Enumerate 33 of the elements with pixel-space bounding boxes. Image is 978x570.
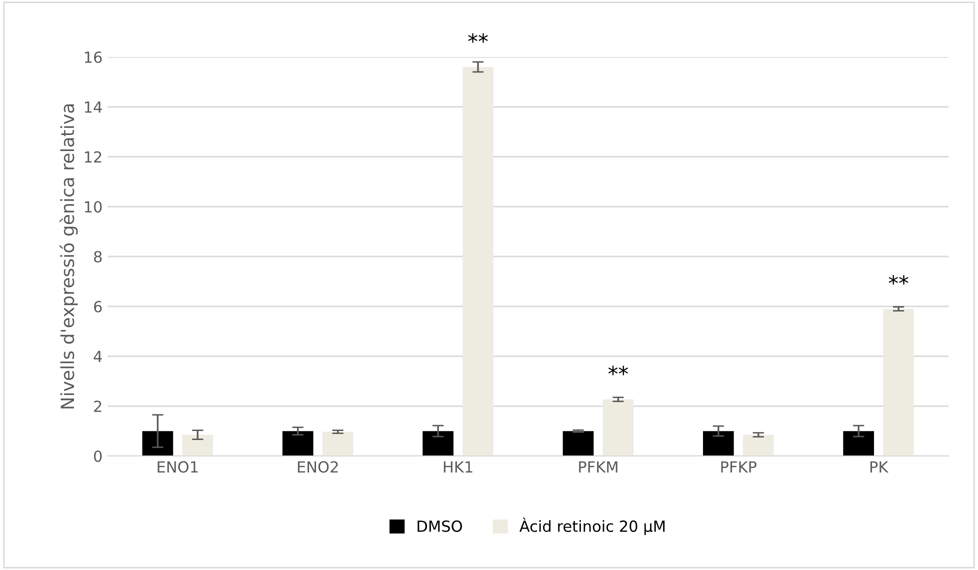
bar <box>562 431 594 456</box>
bar <box>182 434 214 456</box>
bar <box>602 399 634 456</box>
y-tick-label: 0 <box>94 450 102 462</box>
bar <box>843 431 874 456</box>
bar <box>883 308 914 456</box>
annotation: ** <box>468 33 488 43</box>
y-tick-label: 4 <box>94 350 102 362</box>
x-tick-label: ENO2 <box>298 461 338 473</box>
y-tick-label: 6 <box>94 300 102 312</box>
bar <box>282 431 314 456</box>
bar <box>702 431 734 456</box>
y-tick-label: 12 <box>84 151 102 163</box>
y-axis-title: Nivells d'expressió gènica relativa <box>60 104 78 408</box>
y-tick-label: 10 <box>84 201 102 213</box>
legend-label: Àcid retinoic 20 µM <box>519 518 665 535</box>
legend-label: DMSO <box>418 520 462 532</box>
x-tick-label: PK <box>870 461 889 472</box>
x-tick-label: ENO1 <box>158 461 198 473</box>
bar <box>322 432 354 456</box>
bar <box>422 431 454 456</box>
x-tick-label: PFKM <box>579 461 618 472</box>
bar <box>742 434 774 456</box>
y-tick-label: 2 <box>94 400 102 412</box>
y-tick-label: 8 <box>94 250 102 263</box>
annotation: ** <box>608 366 628 376</box>
y-tick-label: 14 <box>84 102 102 113</box>
x-tick-label: HK1 <box>444 461 472 472</box>
bar <box>462 66 494 456</box>
bar <box>142 431 174 456</box>
x-tick-label: PFKP <box>721 461 756 472</box>
annotation: ** <box>888 275 908 285</box>
y-tick-label: 16 <box>84 51 102 64</box>
